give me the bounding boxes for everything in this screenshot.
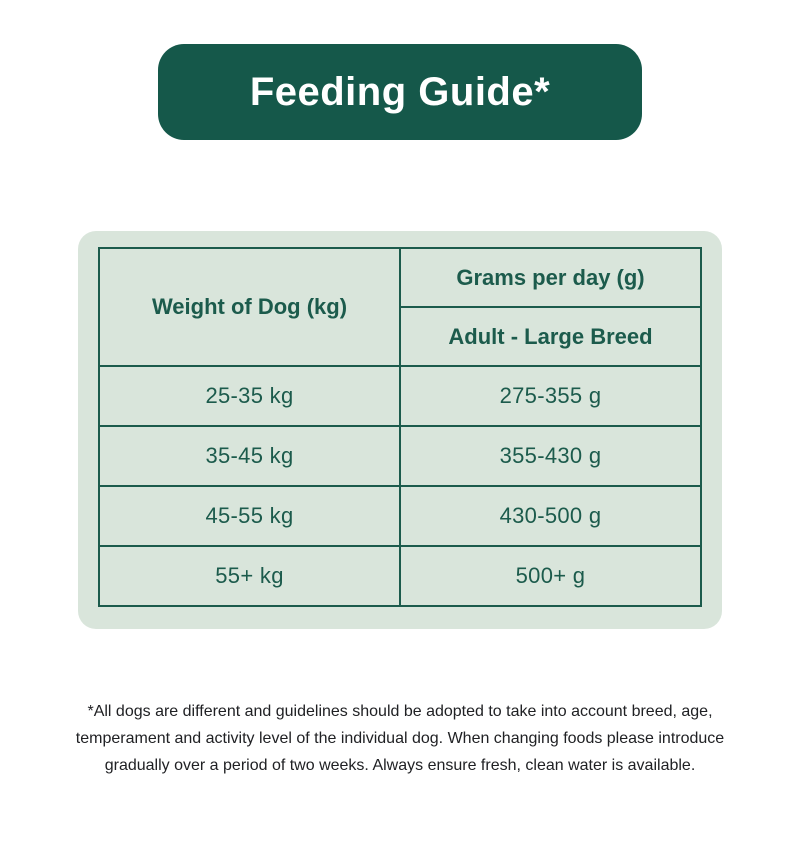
feeding-guide-title: Feeding Guide*	[249, 69, 551, 114]
weight-of-dog-header-cell: Weight of Dog (kg)	[98, 247, 401, 367]
table-header-row-2: Adult - Large Breed	[99, 306, 702, 367]
feeding-guide-banner: Feeding Guide*	[158, 44, 642, 140]
grams-cell: 355-430 g	[399, 425, 702, 487]
table-row: 55+ kg 500+ g	[98, 545, 702, 607]
table-row: 45-55 kg 430-500 g	[98, 485, 702, 547]
feeding-guide-table: Weight of Dog (kg) Grams per day (g) Adu…	[98, 247, 702, 607]
table-row: 35-45 kg 355-430 g	[98, 425, 702, 487]
grams-per-day-header-cell: Grams per day (g)	[399, 247, 702, 308]
feeding-table-panel: Weight of Dog (kg) Grams per day (g) Adu…	[78, 231, 722, 629]
grams-cell: 275-355 g	[399, 365, 702, 427]
grams-cell: 430-500 g	[399, 485, 702, 547]
grams-cell: 500+ g	[399, 545, 702, 607]
weight-cell: 25-35 kg	[98, 365, 401, 427]
table-row: 25-35 kg 275-355 g	[98, 365, 702, 427]
weight-cell: 55+ kg	[98, 545, 401, 607]
weight-cell: 35-45 kg	[98, 425, 401, 487]
table-header-row-1: Weight of Dog (kg) Grams per day (g)	[98, 247, 702, 367]
weight-cell: 45-55 kg	[98, 485, 401, 547]
disclaimer-text: *All dogs are different and guidelines s…	[75, 703, 725, 774]
adult-large-breed-header-cell: Adult - Large Breed	[399, 306, 702, 367]
